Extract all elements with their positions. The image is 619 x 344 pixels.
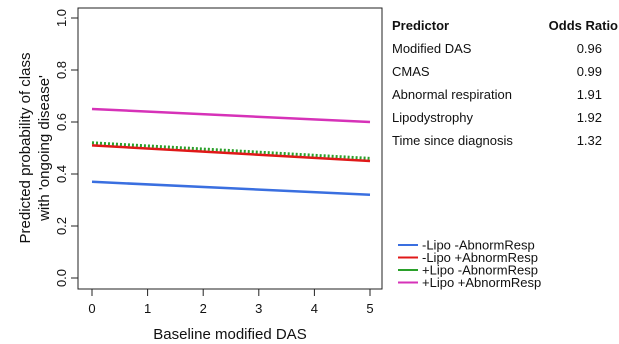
x-tick-label: 0 bbox=[88, 301, 95, 316]
table-header-odds-ratio: Odds Ratio bbox=[549, 18, 618, 33]
y-tick-label: 0.6 bbox=[54, 113, 69, 131]
series-line bbox=[91, 141, 371, 160]
x-tick-label: 2 bbox=[200, 301, 207, 316]
x-tick-label: 4 bbox=[311, 301, 318, 316]
y-axis-label-line-2: with 'ongoing disease' bbox=[36, 75, 53, 222]
y-tick-label: 0.2 bbox=[54, 217, 69, 235]
table-cell-odds-ratio: 1.92 bbox=[577, 110, 602, 125]
legend-label: -Lipo -AbnormResp bbox=[422, 238, 535, 253]
x-axis-label: Baseline modified DAS bbox=[153, 326, 306, 343]
x-tick-label: 3 bbox=[255, 301, 262, 316]
odds-ratio-table: Predictor Odds Ratio Modified DAS 0.96 CMAS 0… bbox=[392, 18, 618, 148]
x-tick-label: 1 bbox=[144, 301, 151, 316]
plot-frame bbox=[77, 7, 383, 290]
table-cell-odds-ratio: 0.96 bbox=[577, 41, 602, 56]
table-cell-odds-ratio: 0.99 bbox=[577, 64, 602, 79]
table-cell-odds-ratio: 1.32 bbox=[577, 133, 602, 148]
table-cell-predictor: Modified DAS bbox=[392, 41, 472, 56]
table-cell-predictor: Time since diagnosis bbox=[392, 133, 513, 148]
legend: -Lipo -AbnormResp-Lipo +AbnormResp+Lipo … bbox=[398, 238, 541, 290]
y-tick-label: 0.0 bbox=[54, 269, 69, 287]
table-cell-odds-ratio: 1.91 bbox=[577, 87, 602, 102]
y-tick-label: 0.4 bbox=[54, 165, 69, 183]
series-line bbox=[91, 144, 371, 163]
table-cell-predictor: Lipodystrophy bbox=[392, 110, 473, 125]
legend-label: +Lipo +AbnormResp bbox=[422, 275, 541, 290]
table-header-predictor: Predictor bbox=[392, 18, 449, 33]
y-tick-label: 0.8 bbox=[54, 61, 69, 79]
table-cell-predictor: CMAS bbox=[392, 64, 430, 79]
series-lines bbox=[91, 107, 371, 197]
table-cell-predictor: Abnormal respiration bbox=[392, 87, 512, 102]
y-tick-label: 1.0 bbox=[54, 9, 69, 27]
series-line bbox=[91, 180, 371, 197]
legend-label: -Lipo +AbnormResp bbox=[422, 250, 538, 265]
x-tick-label: 5 bbox=[366, 301, 373, 316]
x-axis: 0 1 2 3 4 5 bbox=[88, 289, 374, 316]
y-axis-label-line-1: Predicted probability of class bbox=[17, 53, 34, 244]
legend-label: +Lipo -AbnormResp bbox=[422, 263, 538, 278]
y-axis: 0.0 0.2 0.4 0.6 0.8 1.0 bbox=[54, 9, 78, 287]
series-line bbox=[91, 107, 371, 124]
